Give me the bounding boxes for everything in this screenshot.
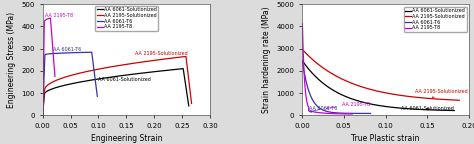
Text: AA 2195-Solutionized: AA 2195-Solutionized (135, 51, 187, 56)
Legend: AA 6061-Solutionized, AA 2195-Solutionized, AA 6061-T6, AA 2195-T8: AA 6061-Solutionized, AA 2195-Solutioniz… (404, 7, 467, 32)
Text: AA 2195-T8: AA 2195-T8 (46, 13, 73, 18)
Text: AA 6061-Solutionized: AA 6061-Solutionized (401, 106, 454, 111)
Text: AA 2195-T8: AA 2195-T8 (327, 102, 370, 109)
Legend: AA 6061-Solutionized, AA 2195-Solutionized, AA 6061-T6, AA 2195-T8: AA 6061-Solutionized, AA 2195-Solutioniz… (95, 6, 158, 31)
Text: AA 6061-T6: AA 6061-T6 (53, 47, 81, 52)
X-axis label: True Plastic strain: True Plastic strain (351, 134, 420, 143)
Y-axis label: Engineering Stress (MPa): Engineering Stress (MPa) (7, 12, 16, 108)
Text: AA 6061-Solutionized: AA 6061-Solutionized (99, 77, 151, 83)
Text: AA 6061-T6: AA 6061-T6 (309, 106, 337, 112)
Y-axis label: Strain hardening rate (MPa): Strain hardening rate (MPa) (262, 6, 271, 113)
X-axis label: Engineering Strain: Engineering Strain (91, 134, 162, 143)
Text: AA 2195-Solutionized: AA 2195-Solutionized (415, 89, 468, 98)
